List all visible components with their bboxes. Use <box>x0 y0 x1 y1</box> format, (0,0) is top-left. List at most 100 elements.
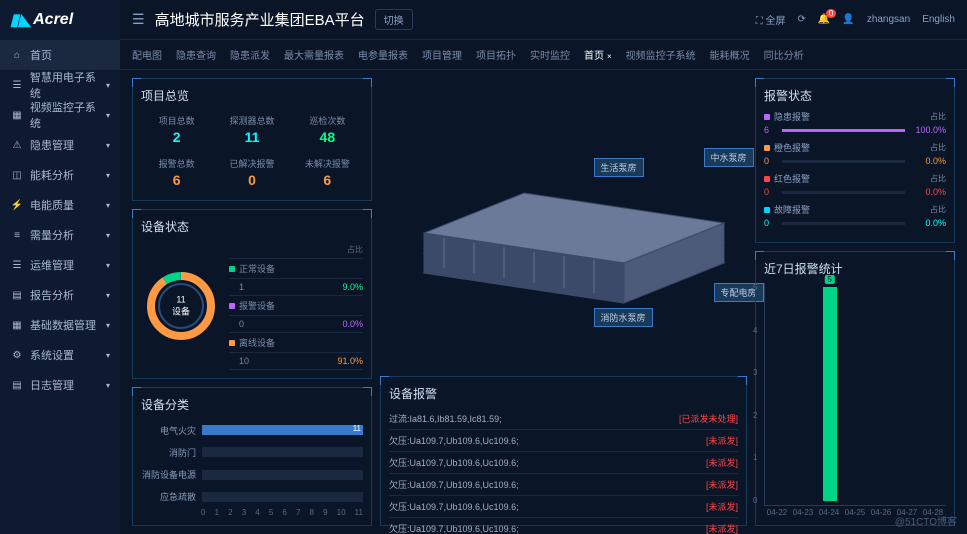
nav-item[interactable]: ▦基础数据管理▾ <box>0 310 120 340</box>
nav-list: ⌂首页☰智慧用电子系统▾▦视频监控子系统▾⚠隐患管理▾◫能耗分析▾⚡电能质量▾≡… <box>0 40 120 534</box>
chart-bar[interactable]: 5 <box>823 287 837 501</box>
overview-title: 项目总览 <box>141 87 363 104</box>
alarm-row[interactable]: 欠压:Ua109.7,Ub109.6,Uc109.6;[未派发] <box>389 430 738 452</box>
alarm-row[interactable]: 过流:Ia81.6,Ib81.59,Ic81.59;[已派发未处理] <box>389 408 738 430</box>
nav-icon: ⚡ <box>10 198 24 212</box>
nav-item[interactable]: ⚡电能质量▾ <box>0 190 120 220</box>
nav-item[interactable]: ⚙ 系统设置 ▾ <box>0 340 120 370</box>
content-grid: 项目总览 项目总数2探测器总数11巡检次数48报警总数6已解决报警0未解决报警6… <box>120 70 967 534</box>
device-alarm-panel: 设备报警 过流:Ia81.6,Ib81.59,Ic81.59;[已派发未处理]欠… <box>380 376 747 526</box>
scene-label[interactable]: 中水泵房 <box>704 148 754 167</box>
topbar-right: ⛶ 全屏 ⟳ 🔔0 👤 zhangsan English <box>756 12 955 27</box>
tab[interactable]: 隐患派发 <box>230 47 270 62</box>
nav-label: 系统设置 <box>30 347 74 363</box>
tab[interactable]: 能耗概况 <box>710 47 750 62</box>
device-status-title: 设备状态 <box>141 218 363 235</box>
notification-icon[interactable]: 🔔0 <box>818 14 830 25</box>
alarm-7day-chart: 543210 5 <box>764 283 946 506</box>
left-column: 项目总览 项目总数2探测器总数11巡检次数48报警总数6已解决报警0未解决报警6… <box>132 78 372 526</box>
tab[interactable]: 项目拓扑 <box>476 47 516 62</box>
lang-switch[interactable]: English <box>922 14 955 25</box>
nav-item[interactable]: ≡需量分析▾ <box>0 220 120 250</box>
chevron-down-icon: ▾ <box>106 201 110 210</box>
watermark: @51CTO博客 <box>895 513 957 528</box>
tab[interactable]: 最大需量报表 <box>284 47 344 62</box>
device-class-panel: 设备分类 电气火灾11消防门消防设备电源应急疏散 01234567891011 <box>132 387 372 526</box>
nav-icon: ⚙ <box>10 348 24 362</box>
user-name[interactable]: zhangsan <box>867 14 910 25</box>
nav-item[interactable]: ⌂ 首页 <box>0 40 120 70</box>
tab[interactable]: 配电图 <box>132 47 162 62</box>
chevron-down-icon: ▾ <box>106 261 110 270</box>
tab[interactable]: 首页× <box>584 47 612 62</box>
chevron-down-icon: ▾ <box>106 321 110 330</box>
tab[interactable]: 电参量报表 <box>358 47 408 62</box>
device-status-panel: 设备状态 11设备 占比正常设备19.0%报警设备00.0%离线设备1091.0… <box>132 209 372 379</box>
refresh-icon[interactable]: ⟳ <box>798 14 806 25</box>
scene-label[interactable]: 生活泵房 <box>594 158 644 177</box>
nav-item[interactable]: ▤报告分析▾ <box>0 280 120 310</box>
chevron-down-icon: ▾ <box>106 291 110 300</box>
fullscreen-button[interactable]: ⛶ 全屏 <box>756 12 786 27</box>
nav-icon: ◫ <box>10 168 24 182</box>
device-alarm-title: 设备报警 <box>389 385 738 402</box>
alarm-status-title: 报警状态 <box>764 87 946 104</box>
nav-icon: ▤ <box>10 378 24 392</box>
close-icon[interactable]: × <box>607 52 612 61</box>
alarm-row[interactable]: 欠压:Ua109.7,Ub109.6,Uc109.6;[未派发] <box>389 518 738 534</box>
status-row: 报警设备 <box>229 296 363 316</box>
logo-text: Acrel <box>33 11 73 29</box>
nav-icon: ⌂ <box>10 48 24 62</box>
nav-label: 视频监控子系统 <box>30 99 106 131</box>
nav-item[interactable]: ◫ 能耗分析 ▾ <box>0 160 120 190</box>
scene-3d[interactable]: 生活泵房中水泵房消防水泵房专配电房 <box>380 78 747 368</box>
nav-item[interactable]: ☰智慧用电子系统▾ <box>0 70 120 100</box>
center-column: 生活泵房中水泵房消防水泵房专配电房 设备报警 过流:Ia81.6,Ib81.59… <box>380 78 747 526</box>
tab[interactable]: 项目管理 <box>422 47 462 62</box>
nav-item[interactable]: ⚠隐患管理▾ <box>0 130 120 160</box>
overview-cell: 探测器总数11 <box>216 110 287 149</box>
nav-label: 能耗分析 <box>30 167 74 183</box>
tab[interactable]: 同比分析 <box>764 47 804 62</box>
nav-label: 运维管理 <box>30 257 74 273</box>
nav-label: 智慧用电子系统 <box>30 69 106 101</box>
overview-cell: 报警总数6 <box>141 153 212 192</box>
menu-toggle-icon[interactable]: ☰ <box>132 11 145 28</box>
overview-panel: 项目总览 项目总数2探测器总数11巡检次数48报警总数6已解决报警0未解决报警6 <box>132 78 372 201</box>
chevron-down-icon: ▾ <box>106 351 110 360</box>
nav-icon: ≡ <box>10 228 24 242</box>
class-bar-row: 消防门 <box>141 446 363 459</box>
tab-bar: 配电图隐患查询隐患派发最大需量报表电参量报表项目管理项目拓扑实时监控首页× 视频监… <box>120 40 967 70</box>
overview-cell: 巡检次数48 <box>292 110 363 149</box>
nav-label: 日志管理 <box>30 377 74 393</box>
alarm-7day-panel: 近7日报警统计 543210 5 04-2204-2304-2404-2504-… <box>755 251 955 526</box>
scene-label[interactable]: 消防水泵房 <box>594 308 653 327</box>
nav-item[interactable]: ▤日志管理▾ <box>0 370 120 400</box>
class-bar-row: 应急疏散 <box>141 490 363 503</box>
alarm-status-row: 故障报警占比00.0% <box>764 203 946 228</box>
nav-icon: ▦ <box>10 108 24 122</box>
topbar: ☰ 高地城市服务产业集团EBA平台 切换 ⛶ 全屏 ⟳ 🔔0 👤 zhangsa… <box>120 0 967 40</box>
sidebar: ▮◣Acrel ⌂ 首页 ☰ 智慧用电子系统 ▾ ▦ 视频监控子系统 ▾ ⚠隐患管理▾ ◫ 能耗分析… <box>0 0 120 534</box>
status-row: 正常设备 <box>229 259 363 279</box>
nav-label: 隐患管理 <box>30 137 74 153</box>
nav-item[interactable]: ▦视频监控子系统▾ <box>0 100 120 130</box>
nav-item[interactable]: ☰ 运维管理 ▾ <box>0 250 120 280</box>
chevron-down-icon: ▾ <box>106 171 110 180</box>
alarm-status-row: 红色报警占比00.0% <box>764 172 946 197</box>
logo-icon: ▮◣ <box>10 10 31 30</box>
alarm-row[interactable]: 欠压:Ua109.7,Ub109.6,Uc109.6;[未派发] <box>389 496 738 518</box>
building-svg <box>404 133 744 323</box>
tab[interactable]: 视频监控子系统 <box>626 47 696 62</box>
nav-label: 首页 <box>30 47 52 63</box>
right-column: 报警状态 隐患报警占比6100.0%橙色报警占比00.0%红色报警占比00.0%… <box>755 78 955 526</box>
alarm-row[interactable]: 欠压:Ua109.7,Ub109.6,Uc109.6;[未派发] <box>389 452 738 474</box>
alarm-row[interactable]: 欠压:Ua109.7,Ub109.6,Uc109.6;[未派发] <box>389 474 738 496</box>
tab[interactable]: 实时监控 <box>530 47 570 62</box>
tab[interactable]: 隐患查询 <box>176 47 216 62</box>
switch-button[interactable]: 切换 <box>375 9 413 30</box>
overview-cell: 已解决报警0 <box>216 153 287 192</box>
nav-icon: ☰ <box>10 78 24 92</box>
user-icon[interactable]: 👤 <box>842 14 854 25</box>
nav-icon: ☰ <box>10 258 24 272</box>
